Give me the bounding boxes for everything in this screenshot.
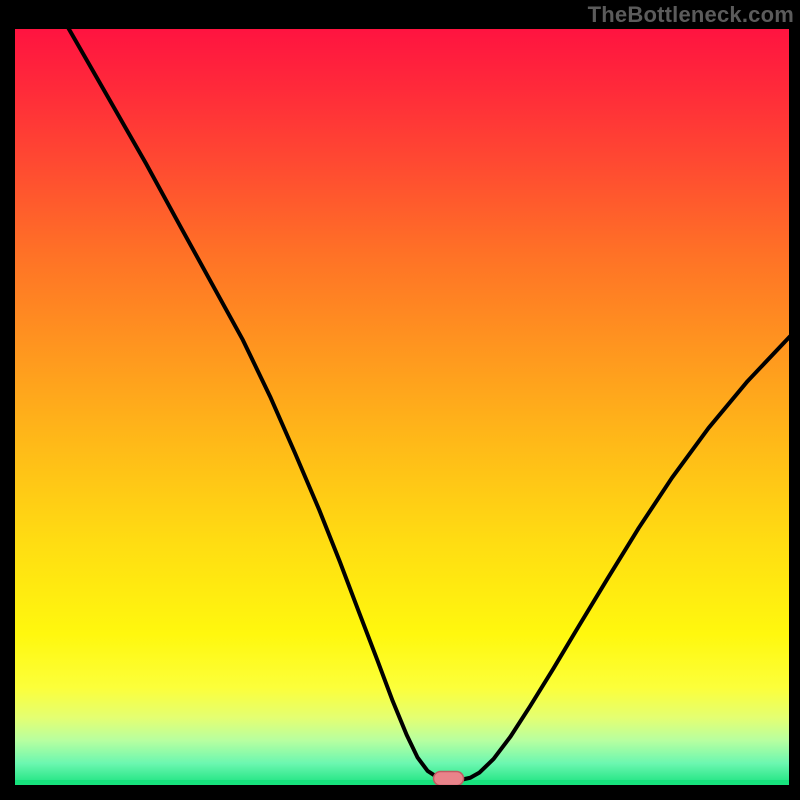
gradient-background (14, 28, 790, 786)
optimal-point-marker (434, 772, 464, 786)
watermark-text: TheBottleneck.com (588, 2, 794, 28)
bottleneck-curve-chart (0, 0, 800, 800)
